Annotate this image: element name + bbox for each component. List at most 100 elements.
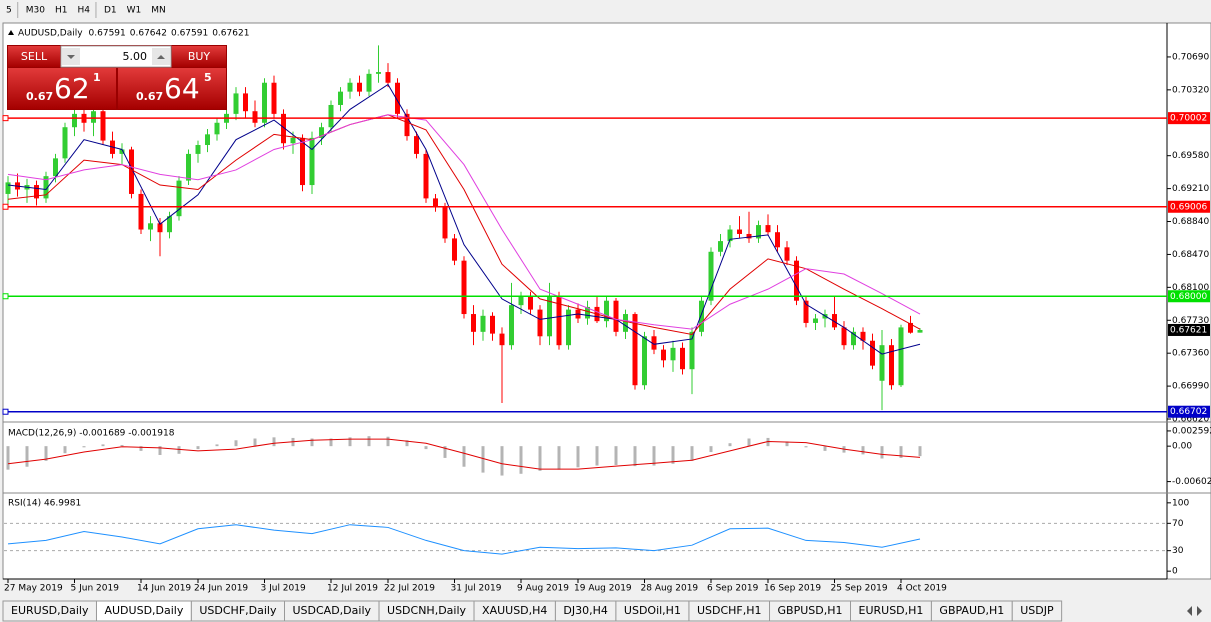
chart-tab[interactable] (1011, 600, 1063, 622)
y-tick-label: 0.68100 (1172, 283, 1209, 293)
lot-field[interactable] (60, 45, 172, 68)
tab-scroll[interactable] (1177, 603, 1209, 619)
candle-body (167, 216, 172, 233)
candle-body (642, 336, 647, 386)
candle-body (91, 111, 96, 123)
macd-bar (310, 438, 314, 447)
x-tick-label: 9 Aug 2019 (517, 584, 569, 594)
candle-body (195, 145, 201, 154)
candle-body (252, 111, 258, 123)
macd-bar (215, 444, 219, 447)
macd-bar (329, 438, 333, 447)
timeframe-button[interactable]: W1 (127, 6, 142, 16)
ohlc-value: 0.67621 (212, 29, 249, 39)
chart-tab-label[interactable]: USDJP (1020, 604, 1054, 617)
sell-price-box[interactable] (8, 68, 116, 109)
candle-body (851, 331, 856, 346)
candle-body (908, 322, 913, 333)
chart-tab-label[interactable]: USDCNH,Daily (387, 604, 467, 617)
x-tick-label: 31 Jul 2019 (451, 584, 502, 594)
macd-bar (405, 440, 409, 447)
macd-bar (633, 446, 637, 467)
macd-bar (709, 446, 713, 453)
macd-bar (747, 438, 751, 447)
y-tick-label: 0.70690 (1172, 52, 1209, 62)
arrow-up (157, 55, 165, 59)
candle-body (319, 127, 324, 138)
x-tick-label: 3 Jul 2019 (261, 584, 306, 594)
level-label: 0.70002 (1170, 114, 1207, 124)
macd-bar (234, 440, 238, 447)
x-tick-label: 25 Sep 2019 (831, 584, 888, 594)
tab-scroll-right (1197, 606, 1202, 616)
candle-body (632, 314, 638, 386)
candle-body (262, 82, 267, 123)
candle-body (5, 182, 11, 194)
macd-bar (424, 446, 428, 450)
macd-bar (804, 446, 808, 448)
candle-body (271, 82, 277, 114)
chart-tab-label[interactable]: GBPAUD,H1 (939, 604, 1004, 617)
chart-tab-label[interactable]: AUDUSD,Daily (104, 604, 183, 617)
candle-body (566, 309, 571, 346)
macd-bar (766, 437, 770, 447)
macd-title: MACD(12,26,9) -0.001689 -0.001918 (8, 429, 175, 439)
lot-value[interactable]: 5.00 (123, 50, 148, 63)
chart-tab-label[interactable]: EURUSD,Daily (11, 604, 89, 617)
candle-body (43, 176, 49, 199)
y-tick-label: 0.69210 (1172, 184, 1209, 194)
x-tick-label: 5 Jun 2019 (71, 584, 120, 594)
candle-body (119, 149, 125, 154)
chart-tab-label[interactable]: GBPUSD,H1 (778, 604, 843, 617)
candle-body (452, 238, 457, 261)
candle-body (357, 82, 362, 92)
chart-tab-label[interactable]: USDOil,H1 (624, 604, 681, 617)
macd-bar (595, 446, 599, 466)
chart-tab-label[interactable]: EURUSD,H1 (859, 604, 924, 617)
candle-body (328, 104, 334, 128)
sell-label[interactable]: SELL (21, 50, 48, 63)
rsi-title: RSI(14) 46.9981 (8, 499, 81, 509)
candle-body (62, 127, 68, 159)
candle-body (794, 260, 799, 301)
timeframe-button[interactable]: M30 (26, 6, 45, 16)
candle-body (461, 260, 467, 315)
candle-body (841, 327, 847, 346)
macd-bar (139, 446, 143, 451)
macd-bar (614, 446, 618, 465)
candle-body (290, 137, 296, 144)
candle-body (490, 315, 495, 334)
chart-tab-label[interactable]: XAUUSD,H4 (482, 604, 547, 617)
macd-bar (728, 443, 732, 447)
macd-bar (690, 446, 694, 461)
y-tick-label: 100 (1172, 498, 1189, 508)
timeframe-button[interactable]: D1 (104, 6, 117, 16)
timeframe-button[interactable]: H4 (77, 6, 90, 16)
candle-body (366, 73, 372, 92)
candle-body (718, 241, 723, 252)
chart-tab-label[interactable]: USDCHF,Daily (199, 604, 277, 617)
chart-tab-label[interactable]: DJ30,H4 (563, 604, 607, 617)
candle-body (870, 340, 875, 366)
chart-tab-label[interactable]: USDCAD,Daily (293, 604, 372, 617)
x-tick-label: 27 May 2019 (4, 584, 63, 594)
timeframe-button[interactable]: MN (151, 6, 166, 16)
buy-label[interactable]: BUY (188, 50, 211, 63)
sell-button[interactable] (8, 46, 60, 67)
candle-body (233, 93, 239, 114)
macd-bar (671, 446, 675, 464)
chart-tab-label[interactable]: USDCHF,H1 (697, 604, 762, 617)
timeframe-button[interactable]: 5 (6, 6, 12, 16)
candle-body (281, 113, 286, 144)
timeframe-button[interactable]: H1 (55, 6, 68, 16)
buy-price-box[interactable] (118, 68, 226, 109)
candle-body (176, 180, 182, 217)
candle-body (385, 72, 391, 83)
buy-button[interactable] (172, 46, 226, 67)
x-tick-label: 12 Jul 2019 (327, 584, 378, 594)
candle-body (737, 229, 742, 234)
ohlc-value: 0.67591 (89, 29, 126, 39)
candle-body (803, 300, 809, 323)
